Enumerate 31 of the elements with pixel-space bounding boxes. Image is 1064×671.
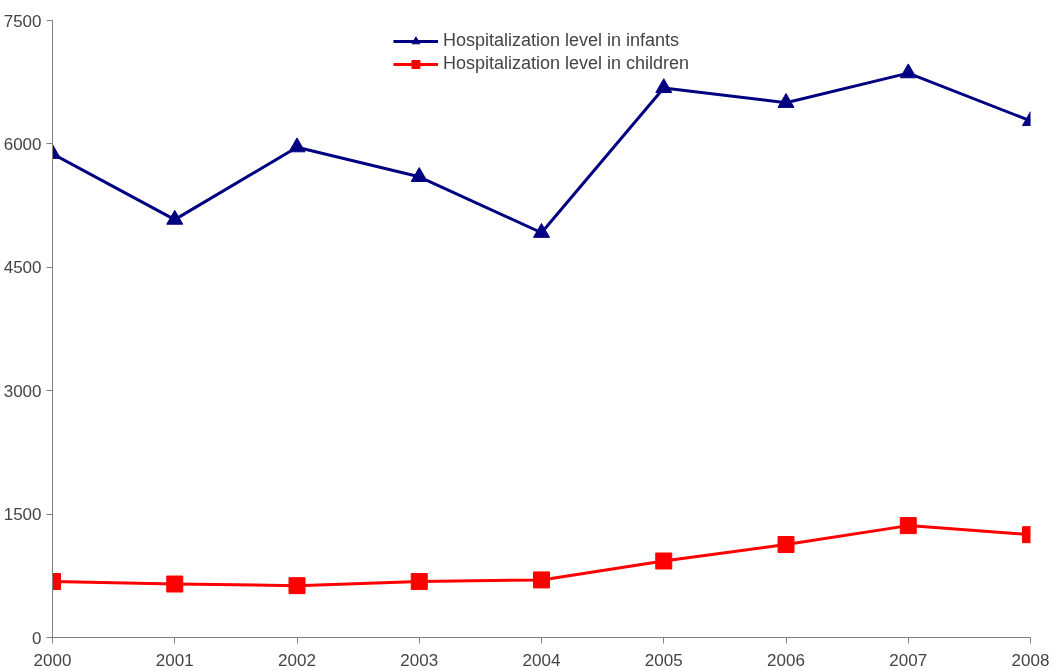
point [533, 223, 550, 238]
x-tick-label: 2000 [33, 650, 72, 670]
x-tick-label: 2007 [889, 650, 928, 670]
y-tick-label: 3000 [3, 381, 42, 401]
x-tick-label: 2003 [400, 650, 439, 670]
x-tick-label: 2002 [278, 650, 316, 670]
point [655, 78, 673, 94]
y-tick-label: 1500 [3, 505, 42, 525]
x-tick-label: 2008 [1011, 650, 1050, 670]
x-tick-label: 2001 [155, 650, 194, 670]
point [288, 577, 306, 595]
x-tick-label: 2005 [644, 650, 683, 670]
x-tick-label: 2004 [522, 650, 561, 670]
point [410, 573, 428, 591]
point [533, 571, 550, 589]
point [899, 63, 917, 79]
point [166, 209, 184, 225]
legend-label: Hospitalization level in children [442, 53, 690, 74]
point [166, 575, 184, 593]
y-tick-label: 0 [32, 628, 42, 648]
point [777, 93, 795, 108]
legend-label: Hospitalization level in infants [442, 30, 680, 51]
point [655, 552, 673, 570]
y-tick-label: 4500 [3, 258, 42, 278]
point [777, 536, 795, 554]
y-tick-label: 6000 [3, 134, 42, 154]
y-tick-label: 7500 [3, 11, 42, 31]
point [410, 167, 428, 182]
point [899, 517, 917, 535]
x-tick-label: 2006 [767, 650, 805, 670]
point [288, 137, 306, 153]
